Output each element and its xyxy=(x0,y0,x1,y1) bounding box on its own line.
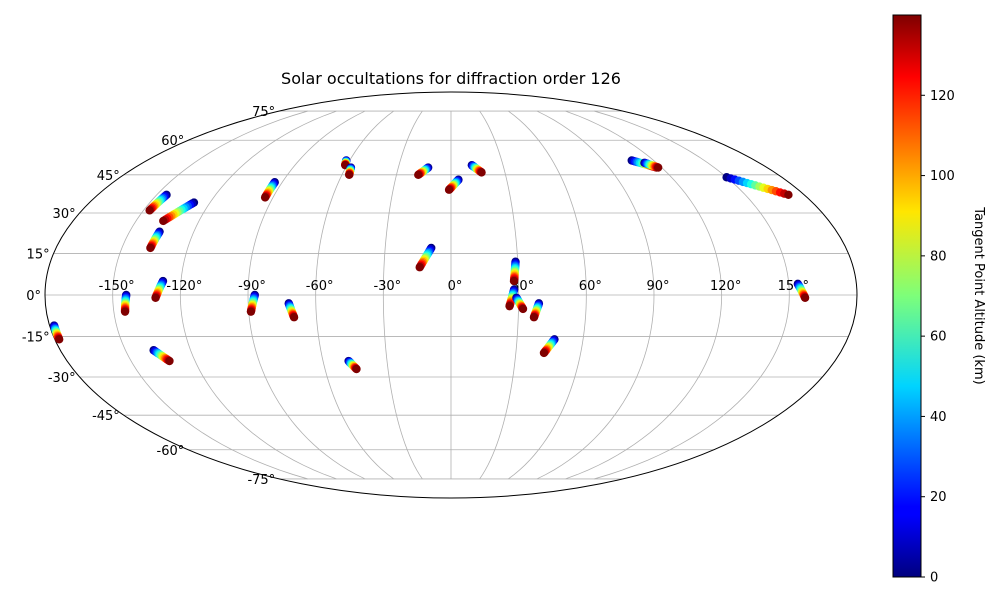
meridian-line xyxy=(247,110,366,480)
occultation-points xyxy=(49,156,810,374)
colorbar-tick-label: 120 xyxy=(930,89,955,104)
data-point xyxy=(159,216,168,226)
data-point xyxy=(345,170,354,180)
colorbar-label: Tangent Point Altitude (km) xyxy=(971,206,986,384)
data-point xyxy=(146,243,155,253)
lat-tick-label: 15° xyxy=(27,247,50,262)
meridian-line xyxy=(179,110,337,480)
data-point xyxy=(509,276,519,286)
lon-tick-label: -90° xyxy=(238,279,266,294)
lat-tick-label: -30° xyxy=(48,371,76,386)
lon-tick-label: 90° xyxy=(646,279,669,294)
colorbar-tick-label: 60 xyxy=(930,330,947,345)
lat-tick-label: 45° xyxy=(97,169,120,184)
latitude-labels: 75° 60° 45° 30° 15° 0° -15° -30° -45° -60° -75° xyxy=(22,105,275,488)
data-point xyxy=(529,313,539,322)
lat-tick-label: 0° xyxy=(26,289,41,304)
colorbar-ticks: 0 20 40 60 80 100 120 xyxy=(921,89,955,586)
data-point xyxy=(289,313,299,322)
data-point xyxy=(120,307,130,316)
data-point xyxy=(444,185,454,194)
colorbar-tick-label: 100 xyxy=(930,169,955,184)
colorbar-tick-label: 40 xyxy=(930,410,947,425)
colorbar xyxy=(892,14,922,578)
data-point xyxy=(539,348,549,358)
graticule xyxy=(45,110,857,480)
lat-tick-label: 75° xyxy=(252,105,275,120)
data-point xyxy=(260,193,270,202)
data-point xyxy=(518,304,528,314)
data-point xyxy=(151,293,160,302)
data-point xyxy=(415,263,424,272)
data-point xyxy=(414,170,423,180)
lat-tick-label: -75° xyxy=(247,473,275,488)
colorbar-tick-label: 80 xyxy=(930,249,947,264)
lat-tick-label: -60° xyxy=(157,444,185,459)
data-point xyxy=(165,356,174,366)
meridian-line xyxy=(382,110,423,480)
data-point xyxy=(505,301,514,311)
data-point xyxy=(477,168,486,177)
data-point xyxy=(653,163,663,172)
colorbar-tick-label: 20 xyxy=(930,490,947,505)
data-point xyxy=(800,293,810,302)
data-point xyxy=(54,335,64,344)
lon-tick-label: 60° xyxy=(579,279,602,294)
lon-tick-label: 120° xyxy=(710,279,741,294)
data-point xyxy=(784,190,793,200)
lon-tick-label: 0° xyxy=(448,279,463,294)
map-boundary xyxy=(44,91,858,499)
data-point xyxy=(246,307,256,316)
meridian-line xyxy=(508,110,587,480)
lat-tick-label: 60° xyxy=(161,134,184,149)
meridian-line xyxy=(112,110,308,480)
colorbar-tick-label: 0 xyxy=(930,571,938,586)
longitude-labels: -150° -120° -90° -60° -30° 0° 30° 60° 90° 120° 150… xyxy=(99,279,809,294)
meridian-line xyxy=(594,110,790,480)
lon-tick-label: -60° xyxy=(306,279,334,294)
data-point xyxy=(145,206,154,215)
data-point xyxy=(352,364,361,374)
lat-tick-label: -15° xyxy=(22,331,50,346)
lat-tick-label: -45° xyxy=(92,409,120,424)
meridian-line xyxy=(536,110,655,480)
chart-title: Solar occultations for diffraction order… xyxy=(281,69,621,88)
lon-tick-label: -120° xyxy=(166,279,202,294)
lon-tick-label: -150° xyxy=(99,279,135,294)
lon-tick-label: -30° xyxy=(373,279,401,294)
lat-tick-label: 30° xyxy=(53,207,76,222)
